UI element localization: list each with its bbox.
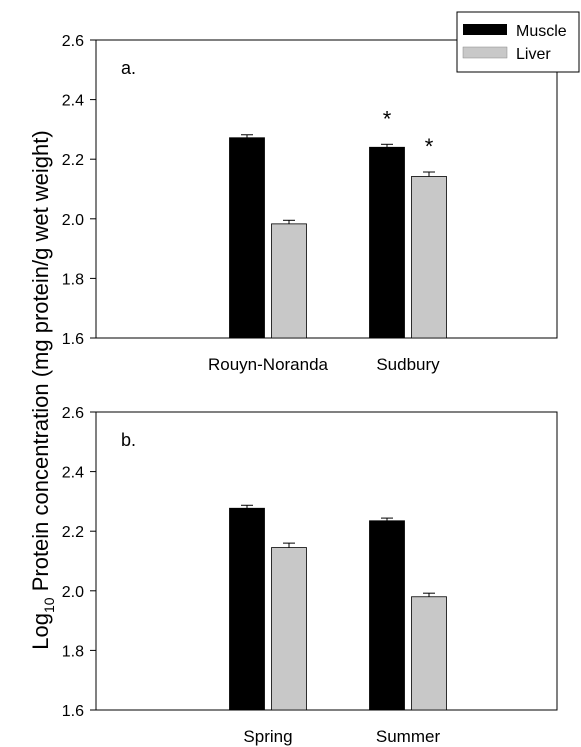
bar-liver-spring [271,547,307,711]
bar-liver-sudbury [411,176,447,339]
legend-swatch-muscle [463,24,507,35]
legend-label-liver: Liver [516,46,551,63]
panel-label: b. [121,430,136,450]
y-tick-label: 2.4 [62,465,84,482]
bar-muscle-spring [229,507,265,711]
category-label: Summer [376,727,441,746]
panel-label: a. [121,58,136,78]
y-axis-label: Log10 Protein concentration (mg protein/… [28,130,57,649]
legend: Muscle Liver [456,11,580,73]
category-label: Sudbury [376,355,440,374]
y-axis-label-prefix: Log [28,613,53,650]
bar-muscle-rouyn-noranda [229,137,265,339]
legend-box [456,11,580,73]
y-tick-label: 1.6 [62,703,84,720]
y-tick-label: 1.8 [62,643,84,660]
y-tick-label: 1.8 [62,271,84,288]
bar-muscle-sudbury [369,146,405,339]
y-tick-label: 2.6 [62,405,84,422]
panel-b: 1.6 1.8 2.0 2.2 2.4 2.6 b. Spring Summer [62,405,558,746]
legend-label-muscle: Muscle [516,23,567,40]
y-tick-label: 2.2 [62,152,84,169]
y-tick-label: 2.2 [62,524,84,541]
bar-muscle-summer [369,520,405,711]
category-label: Rouyn-Noranda [208,355,329,374]
bar-liver-rouyn-noranda [271,223,307,339]
category-label: Spring [243,727,292,746]
y-tick-label: 2.0 [62,212,84,229]
plot-frame [95,411,558,711]
panel-a: 1.6 1.8 2.0 2.2 2.4 2.6 a. Rouyn-Noranda Sudbury… [62,33,558,374]
plot-frame [95,39,558,339]
y-tick-label: 2.6 [62,33,84,50]
bar-liver-summer [411,596,447,711]
significance-marker: * [425,134,434,159]
y-tick-label: 2.4 [62,93,84,110]
y-tick-label: 1.6 [62,331,84,348]
y-tick-label: 2.0 [62,584,84,601]
significance-marker: * [383,106,392,131]
y-axis-label-subscript: 10 [41,597,57,613]
y-axis-label-rest: Protein concentration (mg protein/g wet … [28,130,53,597]
legend-swatch-liver [462,46,508,59]
